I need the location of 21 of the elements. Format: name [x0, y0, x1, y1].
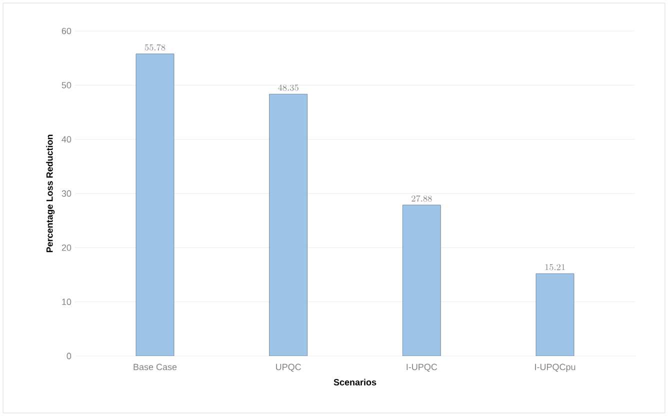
- bar: [402, 204, 441, 356]
- x-axis-title: Scenarios: [334, 378, 376, 386]
- y-tick-label: 40: [62, 136, 72, 143]
- x-tick-label: UPQC: [276, 364, 302, 372]
- y-tick-label: 10: [62, 298, 72, 306]
- bar: [136, 54, 174, 356]
- y-tick-label: 20: [62, 244, 72, 251]
- bar: [269, 94, 308, 356]
- y-tick-label: 50: [62, 82, 72, 88]
- data-label: 55.78: [144, 44, 166, 51]
- bar: [536, 273, 574, 356]
- y-tick-label: 30: [62, 190, 72, 197]
- y-axis-title: Percentage Loss Reduction: [46, 134, 55, 252]
- y-tick-label: 0: [66, 352, 72, 360]
- data-label: 27.88: [412, 195, 432, 202]
- y-tick-label: 60: [62, 28, 72, 34]
- data-label: 15.21: [545, 264, 565, 270]
- x-tick-label: I-UPQC: [406, 364, 438, 372]
- data-label: 48.35: [278, 84, 298, 91]
- x-tick-label: Base Case: [134, 364, 177, 370]
- x-tick-label: I-UPQCpu: [535, 364, 576, 372]
